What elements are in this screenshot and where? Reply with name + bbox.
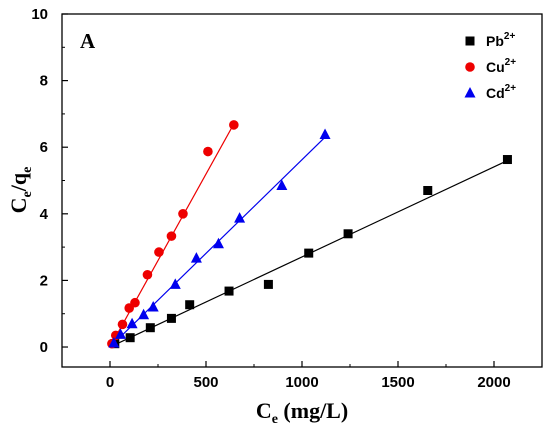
- legend-pb-name: Pb: [486, 33, 504, 49]
- legend-cd-marker: [464, 87, 476, 98]
- cu-data-point: [229, 120, 239, 130]
- x-axis-title-unit: (mg/L): [278, 398, 348, 423]
- legend-cu-name: Cu: [486, 59, 505, 75]
- legend-cd-name: Cd: [486, 85, 505, 101]
- cd-data-point: [212, 237, 224, 249]
- legend-pb-label: Pb2+: [486, 31, 515, 49]
- legend-pb-marker: [465, 36, 475, 46]
- legend-cd-charge: 2+: [505, 83, 517, 94]
- y-axis-title-slash: /q: [6, 172, 31, 192]
- pb-data-point: [224, 286, 234, 296]
- axis-ticks: [62, 13, 495, 367]
- y-tick-label: 10: [31, 6, 48, 23]
- pb-data-point: [343, 229, 353, 239]
- legend-cd-label: Cd2+: [486, 83, 516, 101]
- pb-data-point: [423, 186, 433, 195]
- pb-data-point: [502, 155, 512, 165]
- y-tick-label: 4: [40, 206, 49, 223]
- pb-data-point: [166, 313, 176, 323]
- pb-data-point: [125, 333, 135, 343]
- x-tick-label: 500: [193, 374, 218, 391]
- cu-data-point: [130, 297, 140, 308]
- x-tick-label: 1000: [285, 374, 318, 391]
- legend: Pb2+Cu2+Cd2+: [464, 31, 516, 101]
- x-axis-title: Ce (mg/L): [256, 398, 348, 427]
- cu-data-point: [154, 247, 164, 257]
- cd-data-point: [115, 328, 127, 339]
- y-tick-label: 6: [40, 139, 48, 156]
- x-tick-labels: 0 500 1000 1500 2000: [106, 374, 511, 391]
- legend-cu-marker: [465, 62, 475, 72]
- cu-data-point: [203, 146, 213, 157]
- cd-data-point: [108, 337, 120, 348]
- pb-data-point: [185, 300, 195, 310]
- y-tick-label: 0: [40, 339, 48, 356]
- cu-data-point: [178, 209, 188, 219]
- cd-data-point: [319, 128, 331, 140]
- y-axis-title-main: C: [6, 197, 31, 213]
- y-axis-title-subscript: e: [20, 191, 35, 197]
- y-tick-labels: 0 2 4 6 8 10: [31, 6, 48, 356]
- cd-data-point: [147, 301, 159, 312]
- cu-data-point: [117, 319, 128, 330]
- cd-data-point: [276, 179, 288, 191]
- y-tick-label: 8: [40, 73, 48, 90]
- legend-cu-charge: 2+: [505, 57, 517, 68]
- y-axis-title: Ce/qe: [6, 167, 35, 214]
- y-axis-title-denominator-subscript: e: [20, 167, 35, 173]
- legend-cu-label: Cu2+: [486, 57, 516, 75]
- panel-label: A: [80, 29, 96, 53]
- cu-data-point: [166, 231, 177, 241]
- x-tick-label: 0: [106, 374, 114, 391]
- cd-data-point: [138, 308, 150, 320]
- cd-data-point: [234, 212, 246, 223]
- y-tick-label: 2: [40, 272, 48, 289]
- pb-data-point: [145, 323, 155, 333]
- pb-data-point: [263, 279, 273, 289]
- legend-pb-charge: 2+: [504, 31, 516, 42]
- cd-data-point: [190, 252, 202, 263]
- cu-data-point: [142, 269, 153, 280]
- cd-data-point: [169, 278, 181, 289]
- data-markers: [107, 120, 512, 349]
- x-tick-label: 1500: [381, 374, 414, 391]
- x-tick-label: 2000: [477, 374, 510, 391]
- x-axis-title-subscript: e: [272, 412, 278, 427]
- x-axis-title-main: C: [256, 398, 272, 423]
- pb-data-point: [304, 248, 314, 258]
- cd-data-point: [126, 317, 138, 329]
